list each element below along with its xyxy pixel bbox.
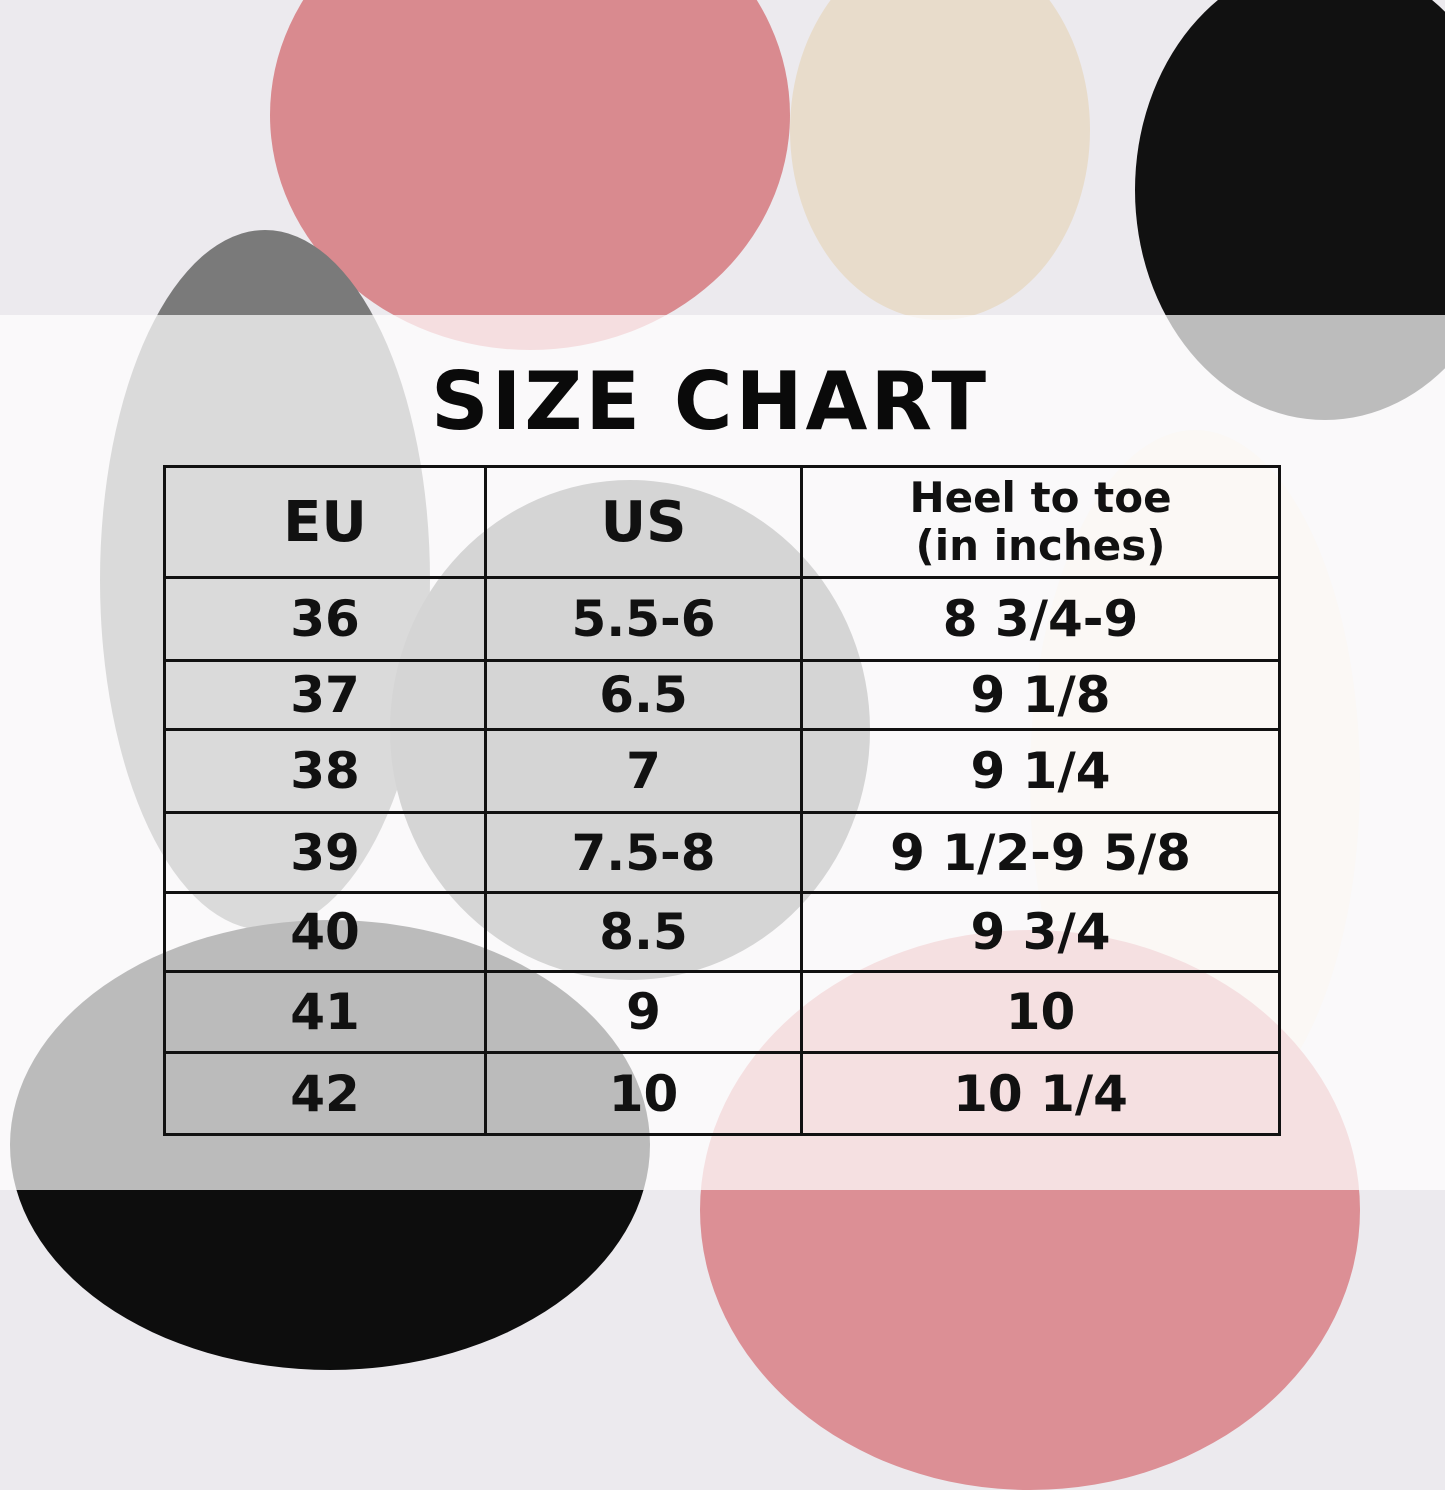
size-table: EU US Heel to toe (in inches) 36 5.5-6 8 3… [163,465,1281,1136]
beige-slipper [790,0,1090,320]
length-cell: 10 [800,970,1281,1054]
eu-cell: 41 [163,970,487,1054]
eu-cell: 39 [163,811,487,894]
length-cell: 9 3/4 [800,891,1281,973]
eu-cell: 40 [163,891,487,973]
header-heel-to-toe: Heel to toe (in inches) [800,465,1281,579]
us-cell: 8.5 [484,891,803,973]
header-eu: EU [163,465,487,579]
us-cell: 10 [484,1051,803,1136]
us-cell: 9 [484,970,803,1054]
length-cell: 8 3/4-9 [800,576,1281,662]
size-chart-title: SIZE CHART [430,355,990,448]
eu-cell: 38 [163,728,487,814]
table-row: 41 9 10 [163,970,1281,1054]
eu-cell: 37 [163,659,487,731]
us-cell: 6.5 [484,659,803,731]
us-cell: 7 [484,728,803,814]
eu-cell: 36 [163,576,487,662]
length-cell: 10 1/4 [800,1051,1281,1136]
eu-cell: 42 [163,1051,487,1136]
table-row: 37 6.5 9 1/8 [163,659,1281,731]
table-row: 38 7 9 1/4 [163,728,1281,814]
length-cell: 9 1/2-9 5/8 [800,811,1281,894]
length-cell: 9 1/8 [800,659,1281,731]
table-row: 39 7.5-8 9 1/2-9 5/8 [163,811,1281,894]
us-cell: 7.5-8 [484,811,803,894]
length-cell: 9 1/4 [800,728,1281,814]
us-cell: 5.5-6 [484,576,803,662]
header-us: US [484,465,803,579]
table-row: 36 5.5-6 8 3/4-9 [163,576,1281,662]
header-heel-to-toe-line2: (in inches) [915,521,1166,570]
table-row: 40 8.5 9 3/4 [163,891,1281,973]
table-header-row: EU US Heel to toe (in inches) [163,465,1281,579]
header-heel-to-toe-line1: Heel to toe [909,473,1172,522]
table-row: 42 10 10 1/4 [163,1051,1281,1136]
